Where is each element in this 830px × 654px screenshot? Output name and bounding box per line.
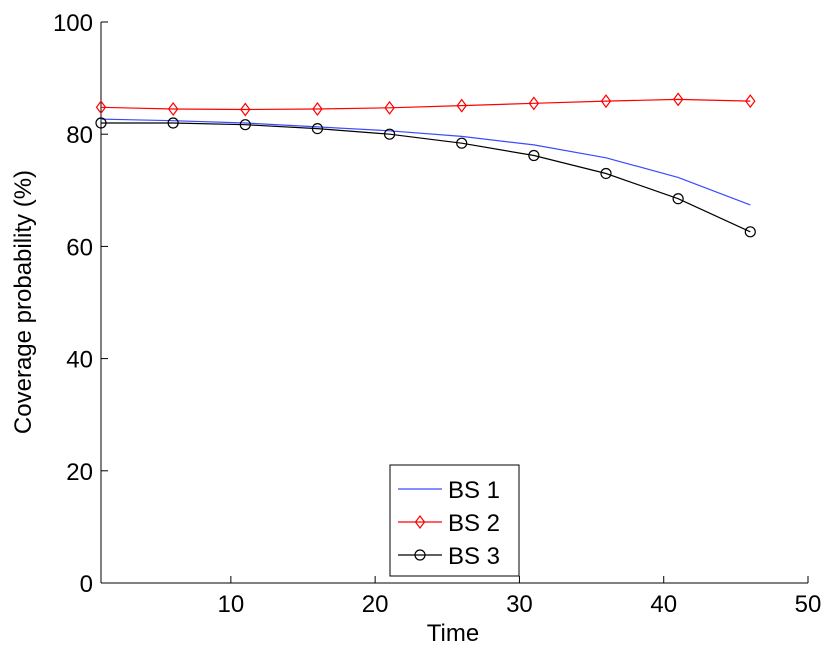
legend-label: BS 3 [448, 543, 500, 570]
series-2 [95, 92, 756, 117]
data-point [456, 98, 467, 113]
series-line [100, 98, 751, 111]
x-axis-label: Time [427, 620, 479, 647]
data-point [745, 94, 756, 109]
axes-layer [100, 22, 808, 584]
series-1 [100, 118, 751, 206]
data-point [672, 92, 684, 107]
data-point [744, 226, 756, 238]
data-point [600, 94, 612, 109]
y-axis-label: Coverage probability (%) [10, 170, 37, 434]
ticks-layer: 10 20 30 40 50 0 20 40 60 80 100 [53, 10, 821, 618]
legend-label: BS 2 [448, 510, 500, 537]
data-point [456, 137, 468, 149]
x-tick-label: 50 [795, 591, 822, 618]
y-tick-label: 40 [66, 347, 93, 374]
data-point [312, 101, 323, 116]
legend-marker [414, 549, 426, 561]
data-point [95, 100, 107, 115]
series-layer [95, 92, 756, 238]
data-point [167, 117, 179, 129]
y-tick-label: 100 [53, 10, 93, 37]
legend-items: BS 1 BS 2 BS 3 [398, 477, 500, 570]
data-point [311, 122, 324, 135]
x-tick-label: 40 [650, 591, 677, 618]
data-point [528, 149, 540, 162]
data-point [600, 167, 612, 180]
data-point [240, 102, 251, 117]
data-point [384, 100, 395, 115]
legend-item-1: BS 1 [398, 477, 500, 504]
legend-label: BS 1 [448, 477, 500, 504]
legend-box [389, 464, 520, 577]
x-tick-label: 10 [218, 591, 245, 618]
series-line [100, 118, 751, 206]
x-tick-label: 20 [362, 591, 389, 618]
x-tick-label: 30 [506, 591, 533, 618]
data-point [672, 193, 684, 205]
data-point [167, 101, 179, 116]
series-line [101, 122, 751, 233]
data-point [239, 119, 251, 131]
data-point [383, 128, 396, 140]
series-3 [95, 117, 756, 238]
data-point [95, 117, 107, 129]
y-tick-label: 20 [66, 459, 93, 486]
y-tick-label: 0 [80, 571, 93, 598]
legend-item-2: BS 2 [398, 510, 500, 537]
data-point [528, 96, 540, 111]
legend-item-3: BS 3 [398, 543, 500, 570]
y-tick-label: 80 [66, 122, 93, 149]
y-tick-label: 60 [66, 234, 93, 261]
legend-marker [414, 515, 426, 529]
legend: BS 1 BS 2 BS 3 [389, 464, 520, 577]
